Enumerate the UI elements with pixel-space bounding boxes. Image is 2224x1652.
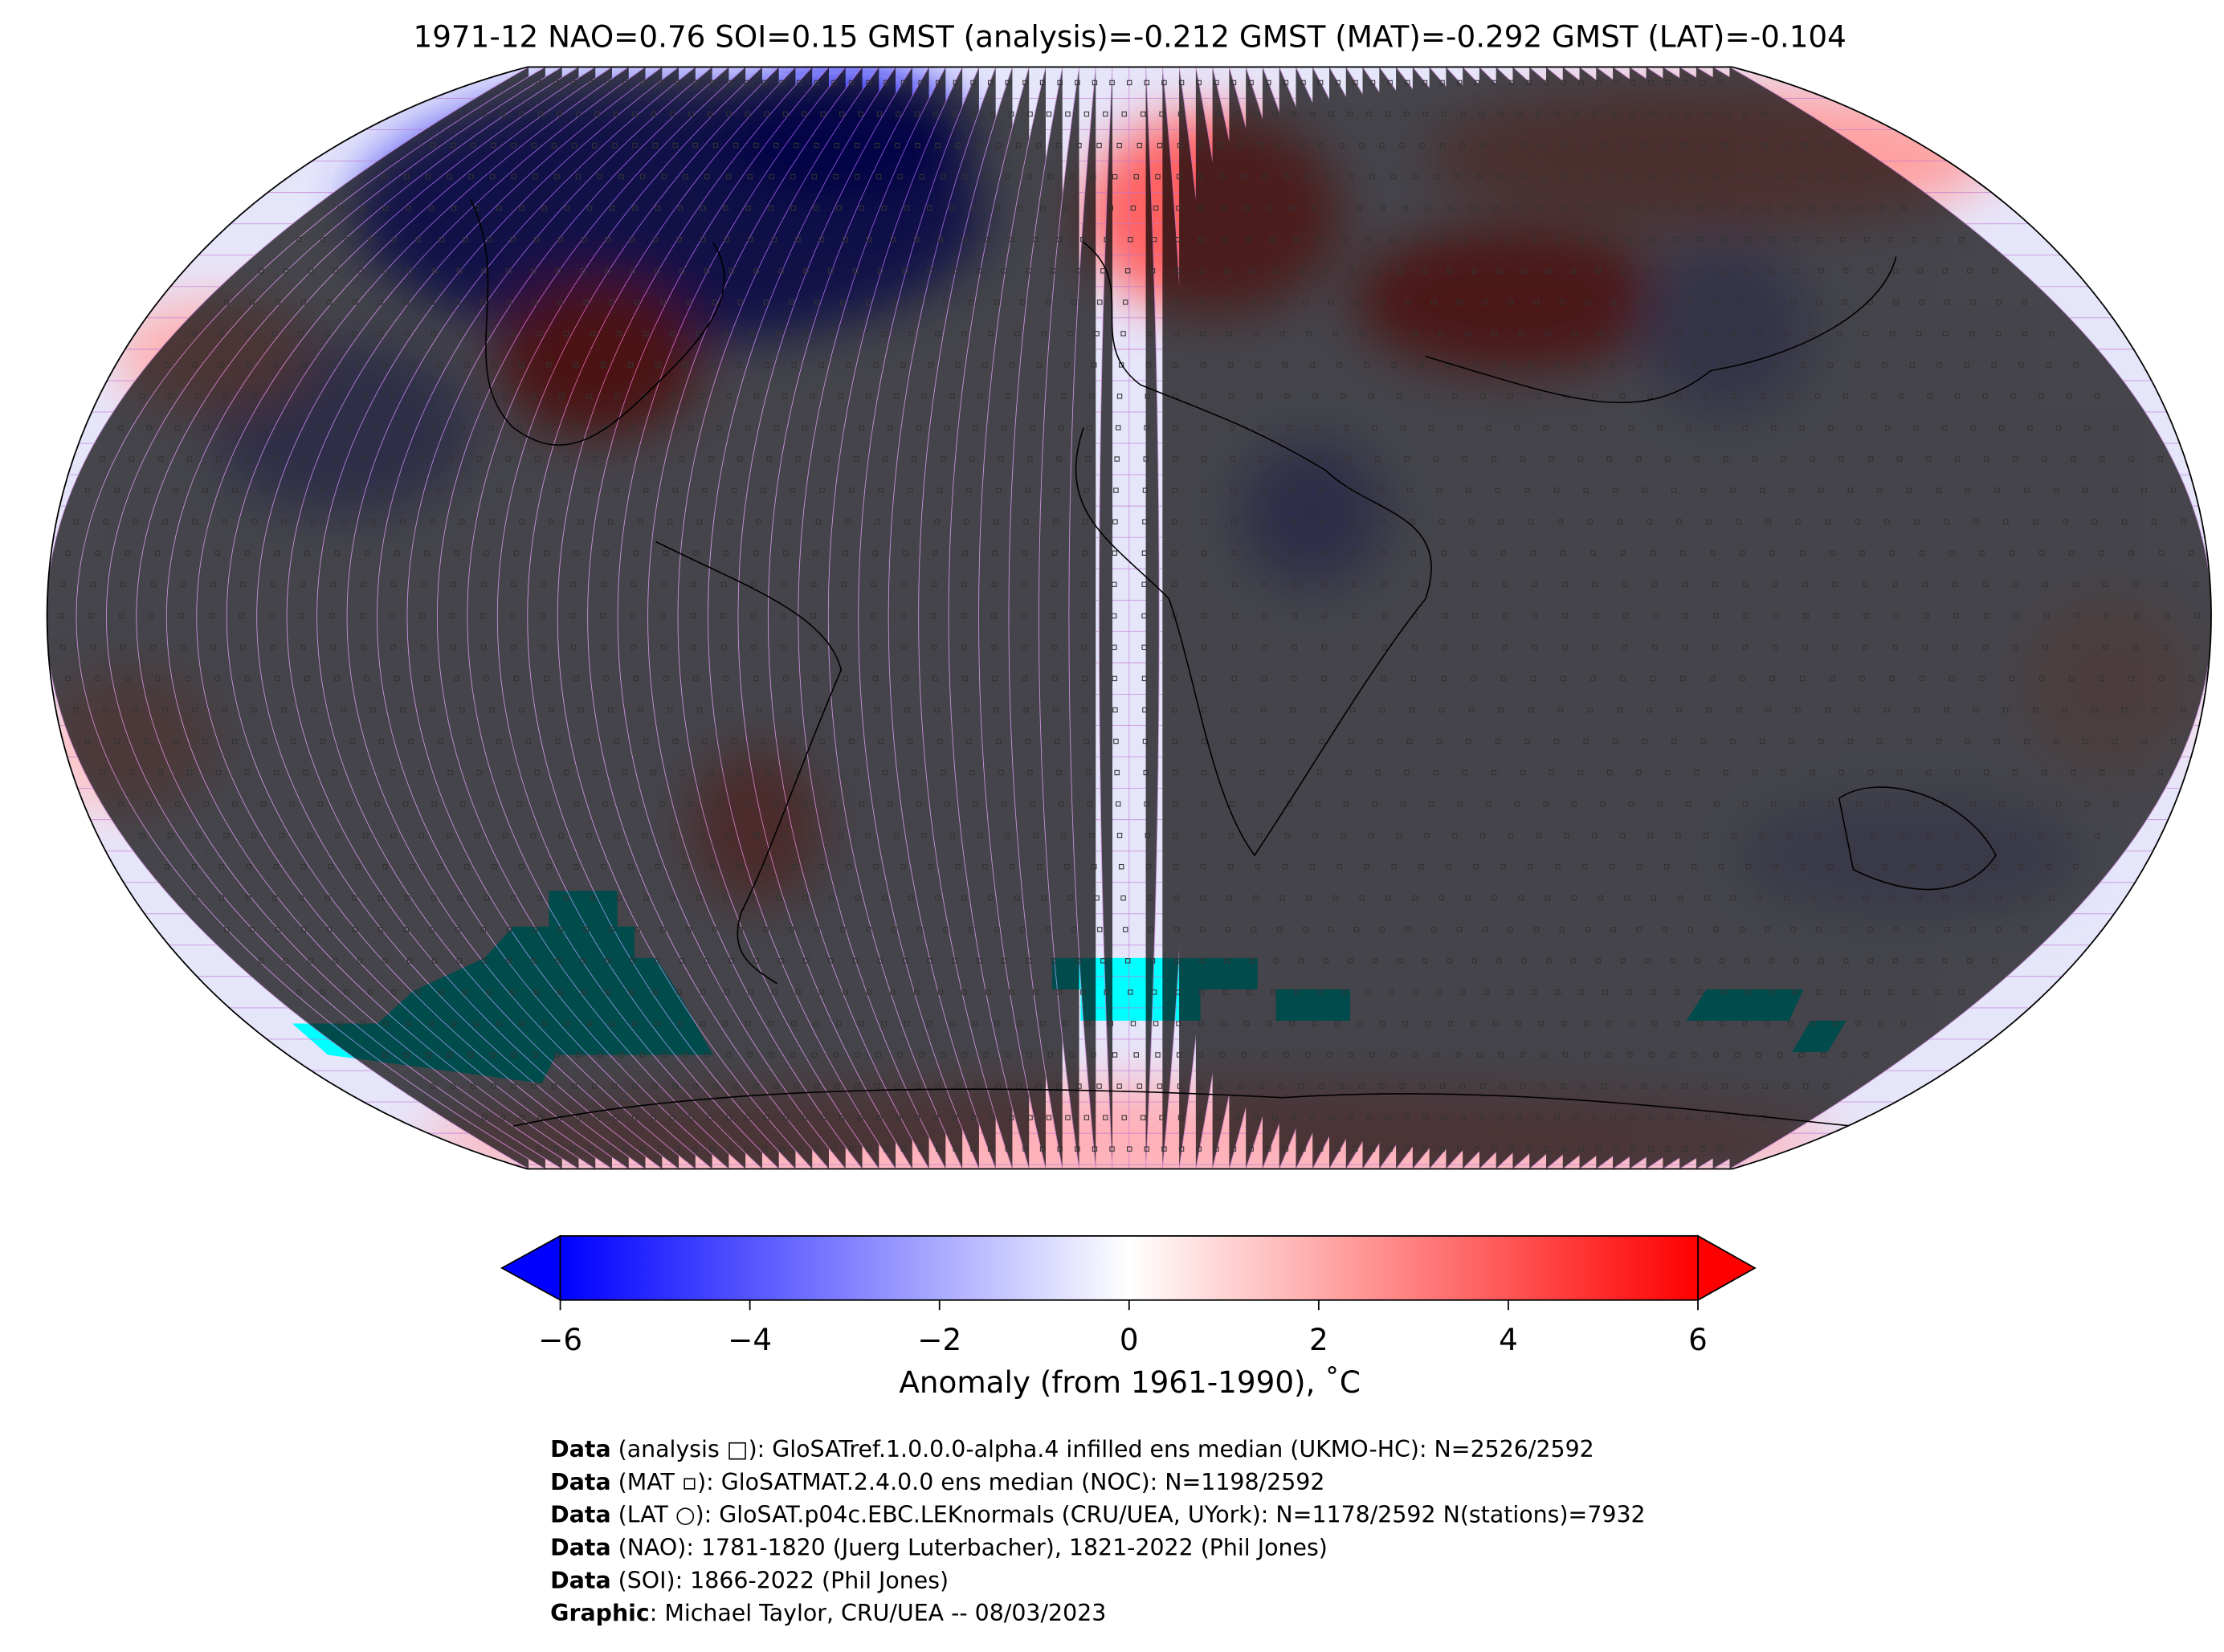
colorbar-tick-label: −2 <box>917 1323 962 1357</box>
credit-label: Data <box>550 1566 611 1594</box>
credit-text: (analysis □): GloSATref.1.0.0.0-alpha.4 … <box>610 1435 1594 1463</box>
credit-text: : Michael Taylor, CRU/UEA -- 08/03/2023 <box>649 1599 1107 1627</box>
colorbar-tick-label: 6 <box>1688 1323 1708 1357</box>
credit-label: Data <box>550 1468 611 1495</box>
credit-label: Graphic <box>550 1599 650 1627</box>
colorbar-high-extend <box>1697 1234 1757 1302</box>
coastlines <box>470 199 1997 1128</box>
colorbar-tick-label: 2 <box>1309 1323 1328 1357</box>
colorbar-tick-label: 4 <box>1499 1323 1518 1357</box>
credit-line: Data (analysis □): GloSATref.1.0.0.0-alp… <box>550 1433 1645 1466</box>
credit-text: (MAT ▫): GloSATMAT.2.4.0.0 ens median (N… <box>610 1468 1325 1495</box>
credit-label: Data <box>550 1501 611 1528</box>
colorbar-low-extend <box>500 1234 561 1302</box>
credit-line: Data (SOI): 1866-2022 (Phil Jones) <box>550 1564 1645 1597</box>
credit-line: Data (NAO): 1781-1820 (Juerg Luterbacher… <box>550 1531 1645 1564</box>
data-markers <box>59 80 2200 1152</box>
figure-title: 1971-12 NAO=0.76 SOI=0.15 GMST (analysis… <box>413 19 1847 55</box>
data-credits: Data (analysis □): GloSATref.1.0.0.0-alp… <box>550 1433 1645 1630</box>
grid-lines <box>47 67 2212 1169</box>
credit-line: Data (MAT ▫): GloSATMAT.2.4.0.0 ens medi… <box>550 1466 1645 1499</box>
credit-line: Graphic: Michael Taylor, CRU/UEA -- 08/0… <box>550 1597 1645 1630</box>
credit-text: (LAT ○): GloSAT.p04c.EBC.LEKnormals (CRU… <box>610 1501 1646 1528</box>
colorbar-tick-label: −4 <box>728 1323 773 1357</box>
credit-text: (SOI): 1866-2022 (Phil Jones) <box>610 1566 949 1594</box>
credit-text: (NAO): 1781-1820 (Juerg Luterbacher), 18… <box>610 1533 1328 1561</box>
colorbar-tick-label: −6 <box>538 1323 583 1357</box>
colorbar-tick-label: 0 <box>1119 1323 1139 1357</box>
credit-label: Data <box>550 1533 611 1561</box>
credit-line: Data (LAT ○): GloSAT.p04c.EBC.LEKnormals… <box>550 1499 1645 1532</box>
colorbar-gradient <box>559 1235 1699 1301</box>
colorbar-label: Anomaly (from 1961-1990), ˚C <box>899 1365 1361 1401</box>
colorbar <box>500 1234 1757 1311</box>
anomaly-map <box>46 66 2212 1170</box>
credit-label: Data <box>550 1435 611 1463</box>
